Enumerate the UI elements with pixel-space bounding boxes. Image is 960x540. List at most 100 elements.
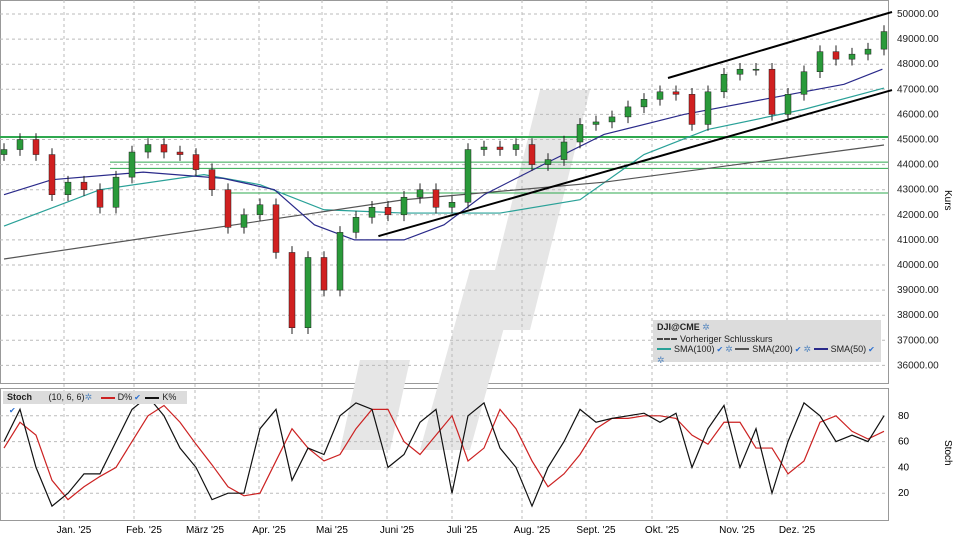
candle-body (656, 91, 664, 100)
candle-body (624, 106, 632, 118)
x-tick-label: Juni '25 (380, 525, 415, 536)
sma100-swatch (657, 348, 671, 351)
candle-body (496, 146, 504, 150)
candle-body (528, 144, 536, 165)
candle-body (544, 159, 552, 165)
sma50-swatch (813, 348, 828, 351)
stoch-tick-label: 40 (898, 462, 910, 473)
price-tick-label: 46000.00 (897, 109, 939, 120)
price-tick-label: 42000.00 (897, 210, 939, 221)
x-tick-label: Dez. '25 (779, 525, 816, 536)
trend-line (667, 11, 893, 79)
candle-body (672, 91, 680, 95)
candle-body (512, 144, 520, 150)
candle-body (640, 99, 648, 108)
sma200-check-icon[interactable]: ✔ (794, 344, 802, 354)
candle-body (64, 181, 72, 195)
candle-body (464, 149, 472, 203)
candle-body (400, 196, 408, 216)
candle-body (448, 202, 456, 208)
x-tick-label: Nov. '25 (719, 525, 755, 536)
candle-body (832, 51, 840, 60)
sma100-settings-icon[interactable]: ✲ (725, 343, 733, 354)
candle-body (16, 139, 24, 150)
k-swatch (145, 396, 160, 399)
candle-body (480, 146, 488, 150)
x-tick-label: Feb. '25 (126, 525, 162, 536)
candle-body (272, 204, 280, 253)
legend-sma200: SMA(200) (752, 344, 793, 355)
x-tick-label: Aug. '25 (514, 525, 551, 536)
k-check-icon[interactable]: ✔ (9, 406, 16, 416)
d-check-icon[interactable]: ✔ (134, 393, 141, 403)
candle-body (224, 189, 232, 228)
x-tick-label: Jan. '25 (57, 525, 92, 536)
candle-body (848, 53, 856, 60)
candle-body (256, 204, 264, 216)
candle-body (352, 217, 360, 233)
candle-body (816, 51, 824, 72)
price-tick-label: 44000.00 (897, 160, 939, 171)
price-tick-label: 39000.00 (897, 285, 939, 296)
candle-body (304, 257, 312, 328)
price-tick-label: 47000.00 (897, 84, 939, 95)
price-tick-label: 43000.00 (897, 185, 939, 196)
candle-body (368, 207, 376, 218)
stoch-line-d (3, 404, 885, 501)
candle-body (688, 94, 696, 125)
candle-body (784, 94, 792, 115)
candle-body (160, 144, 168, 153)
candle-body (32, 139, 40, 155)
candle-body (592, 121, 600, 125)
stoch-tick-label: 20 (898, 488, 910, 499)
stoch-legend: Stoch (10, 6, 6)✲ D% ✔ K%✔ (3, 391, 187, 415)
candle-body (608, 116, 616, 123)
x-tick-label: Juli '25 (447, 525, 478, 536)
price-axis-label: Kurs (942, 190, 953, 211)
candle-body (112, 176, 120, 208)
legend-d: D% (117, 392, 133, 403)
candle-body (336, 232, 344, 291)
price-tick-label: 48000.00 (897, 59, 939, 70)
price-tick-label: 37000.00 (897, 335, 939, 346)
legend-sma50: SMA(50) (830, 344, 867, 355)
candle-body (384, 207, 392, 216)
x-tick-label: Mai '25 (316, 525, 348, 536)
price-tick-label: 41000.00 (897, 235, 939, 246)
candle-body (416, 189, 424, 198)
price-tick-label: 50000.00 (897, 9, 939, 20)
candle-body (800, 71, 808, 95)
sma50-settings-icon[interactable]: ✲ (657, 355, 665, 365)
price-tick-label: 45000.00 (897, 135, 939, 146)
x-tick-label: Sept. '25 (576, 525, 616, 536)
candle-body (768, 68, 776, 115)
price-legend: DJI@CME ✲ Vorheriger Schlusskurs SMA(100… (653, 320, 881, 365)
candle-body (128, 151, 136, 178)
candle-body (80, 181, 88, 190)
stoch-settings-icon[interactable]: ✲ (84, 392, 93, 403)
price-tick-label: 38000.00 (897, 310, 939, 321)
price-tick-label: 36000.00 (897, 360, 939, 371)
price-tick-label: 40000.00 (897, 260, 939, 271)
candle-body (864, 48, 872, 55)
stoch-axis-label: Stoch (942, 440, 953, 466)
legend-title: DJI@CME (657, 322, 700, 332)
candle-body (176, 151, 184, 155)
stoch-params: (10, 6, 6) (48, 392, 85, 403)
prev-close-swatch (657, 337, 677, 340)
candle-body (752, 68, 760, 71)
legend-prev-close: Vorheriger Schlusskurs (680, 333, 773, 344)
sma50-check-icon[interactable]: ✔ (868, 344, 875, 354)
sma200-settings-icon[interactable]: ✲ (803, 343, 812, 354)
x-tick-label: Apr. '25 (252, 525, 286, 536)
candle-body (96, 189, 104, 208)
candle-body (432, 189, 440, 208)
candle-body (192, 154, 200, 170)
x-tick-label: März '25 (186, 525, 224, 536)
d-swatch (100, 396, 115, 399)
stoch-tick-label: 60 (898, 437, 910, 448)
trend-line (378, 89, 893, 238)
settings-icon[interactable]: ✲ (702, 322, 710, 333)
sma100-check-icon[interactable]: ✔ (716, 344, 724, 354)
